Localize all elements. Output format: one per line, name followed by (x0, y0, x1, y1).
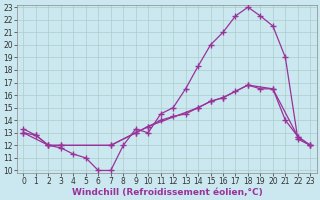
X-axis label: Windchill (Refroidissement éolien,°C): Windchill (Refroidissement éolien,°C) (72, 188, 262, 197)
